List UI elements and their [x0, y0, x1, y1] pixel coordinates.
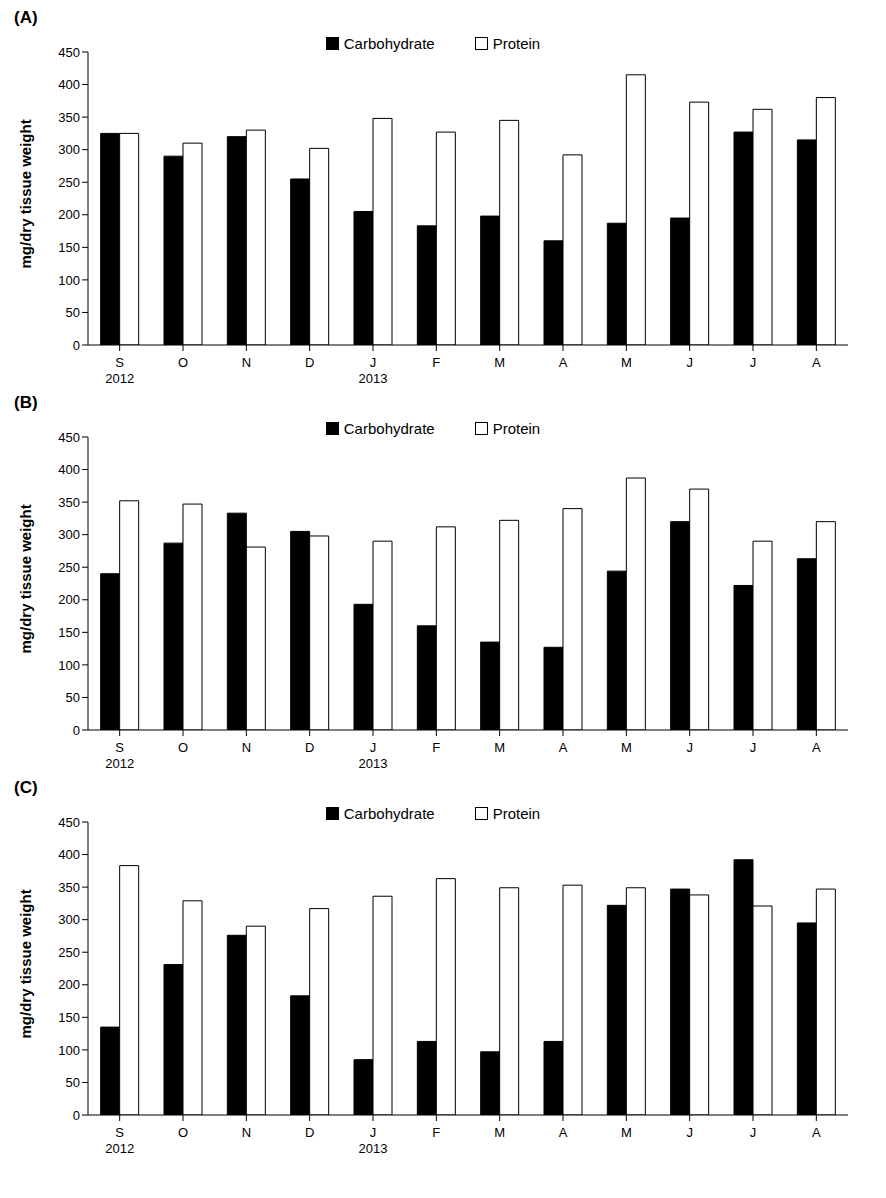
svg-text:J: J — [750, 355, 757, 370]
html-text:Carbohydrate: Carbohydrate — [343, 805, 435, 822]
svg-text:A: A — [559, 740, 568, 755]
html-text:Protein: Protein — [492, 805, 541, 822]
svg-text:100: 100 — [58, 1043, 80, 1058]
svg-text:150: 150 — [58, 240, 80, 255]
svg-text:A: A — [812, 740, 821, 755]
svg-text:400: 400 — [58, 847, 80, 862]
svg-text:M: M — [621, 740, 632, 755]
svg-text:J: J — [686, 355, 693, 370]
svg-text:M: M — [494, 355, 505, 370]
svg-text:0: 0 — [73, 723, 80, 738]
svg-text:J: J — [686, 740, 693, 755]
svg-text:N: N — [242, 1125, 251, 1140]
svg-text:mg/dry tissue weight: mg/dry tissue weight — [17, 504, 34, 653]
svg-text:2012: 2012 — [105, 756, 134, 771]
svg-text:F: F — [432, 355, 440, 370]
svg-text:F: F — [432, 1125, 440, 1140]
svg-text:200: 200 — [58, 207, 80, 222]
html-text:(A): (A) — [14, 8, 38, 27]
svg-text:mg/dry tissue weight: mg/dry tissue weight — [17, 889, 34, 1038]
svg-text:50: 50 — [66, 305, 80, 320]
svg-text:200: 200 — [58, 977, 80, 992]
svg-text:400: 400 — [58, 462, 80, 477]
svg-text:350: 350 — [58, 880, 80, 895]
svg-text:2012: 2012 — [105, 371, 134, 386]
svg-text:M: M — [494, 1125, 505, 1140]
html-text:(C): (C) — [14, 778, 38, 797]
svg-text:2013: 2013 — [359, 1141, 388, 1156]
html-text:Carbohydrate: Carbohydrate — [343, 420, 435, 437]
svg-text:mg/dry tissue weight: mg/dry tissue weight — [17, 119, 34, 268]
html-text:Protein: Protein — [492, 420, 541, 437]
svg-text:450: 450 — [58, 430, 80, 445]
svg-text:350: 350 — [58, 110, 80, 125]
svg-text:S: S — [115, 1125, 124, 1140]
html-text:Protein: Protein — [492, 35, 541, 52]
svg-text:M: M — [621, 1125, 632, 1140]
svg-text:300: 300 — [58, 142, 80, 157]
svg-text:J: J — [370, 1125, 377, 1140]
svg-text:O: O — [178, 740, 188, 755]
svg-text:S: S — [115, 740, 124, 755]
svg-text:O: O — [178, 355, 188, 370]
svg-text:400: 400 — [58, 77, 80, 92]
svg-text:J: J — [750, 1125, 757, 1140]
html-text:Carbohydrate: Carbohydrate — [343, 35, 435, 52]
svg-text:450: 450 — [58, 815, 80, 830]
svg-text:A: A — [812, 355, 821, 370]
svg-text:D: D — [305, 740, 314, 755]
svg-text:350: 350 — [58, 495, 80, 510]
svg-text:0: 0 — [73, 338, 80, 353]
svg-text:50: 50 — [66, 1075, 80, 1090]
svg-text:M: M — [621, 355, 632, 370]
svg-text:2013: 2013 — [359, 756, 388, 771]
svg-text:J: J — [370, 740, 377, 755]
svg-text:A: A — [559, 1125, 568, 1140]
svg-text:A: A — [812, 1125, 821, 1140]
svg-text:M: M — [494, 740, 505, 755]
svg-text:A: A — [559, 355, 568, 370]
svg-text:J: J — [686, 1125, 693, 1140]
svg-text:200: 200 — [58, 592, 80, 607]
svg-text:D: D — [305, 1125, 314, 1140]
svg-text:S: S — [115, 355, 124, 370]
svg-text:2013: 2013 — [359, 371, 388, 386]
svg-text:O: O — [178, 1125, 188, 1140]
svg-text:100: 100 — [58, 658, 80, 673]
svg-text:300: 300 — [58, 527, 80, 542]
svg-text:2012: 2012 — [105, 1141, 134, 1156]
svg-text:J: J — [370, 355, 377, 370]
html-text:(B): (B) — [14, 393, 38, 412]
svg-text:F: F — [432, 740, 440, 755]
svg-text:300: 300 — [58, 912, 80, 927]
svg-text:250: 250 — [58, 175, 80, 190]
svg-text:N: N — [242, 740, 251, 755]
svg-text:100: 100 — [58, 273, 80, 288]
svg-text:D: D — [305, 355, 314, 370]
svg-text:250: 250 — [58, 945, 80, 960]
svg-text:150: 150 — [58, 1010, 80, 1025]
svg-text:150: 150 — [58, 625, 80, 640]
svg-text:50: 50 — [66, 690, 80, 705]
svg-text:450: 450 — [58, 45, 80, 60]
svg-text:250: 250 — [58, 560, 80, 575]
svg-text:0: 0 — [73, 1108, 80, 1123]
svg-text:J: J — [750, 740, 757, 755]
svg-text:N: N — [242, 355, 251, 370]
